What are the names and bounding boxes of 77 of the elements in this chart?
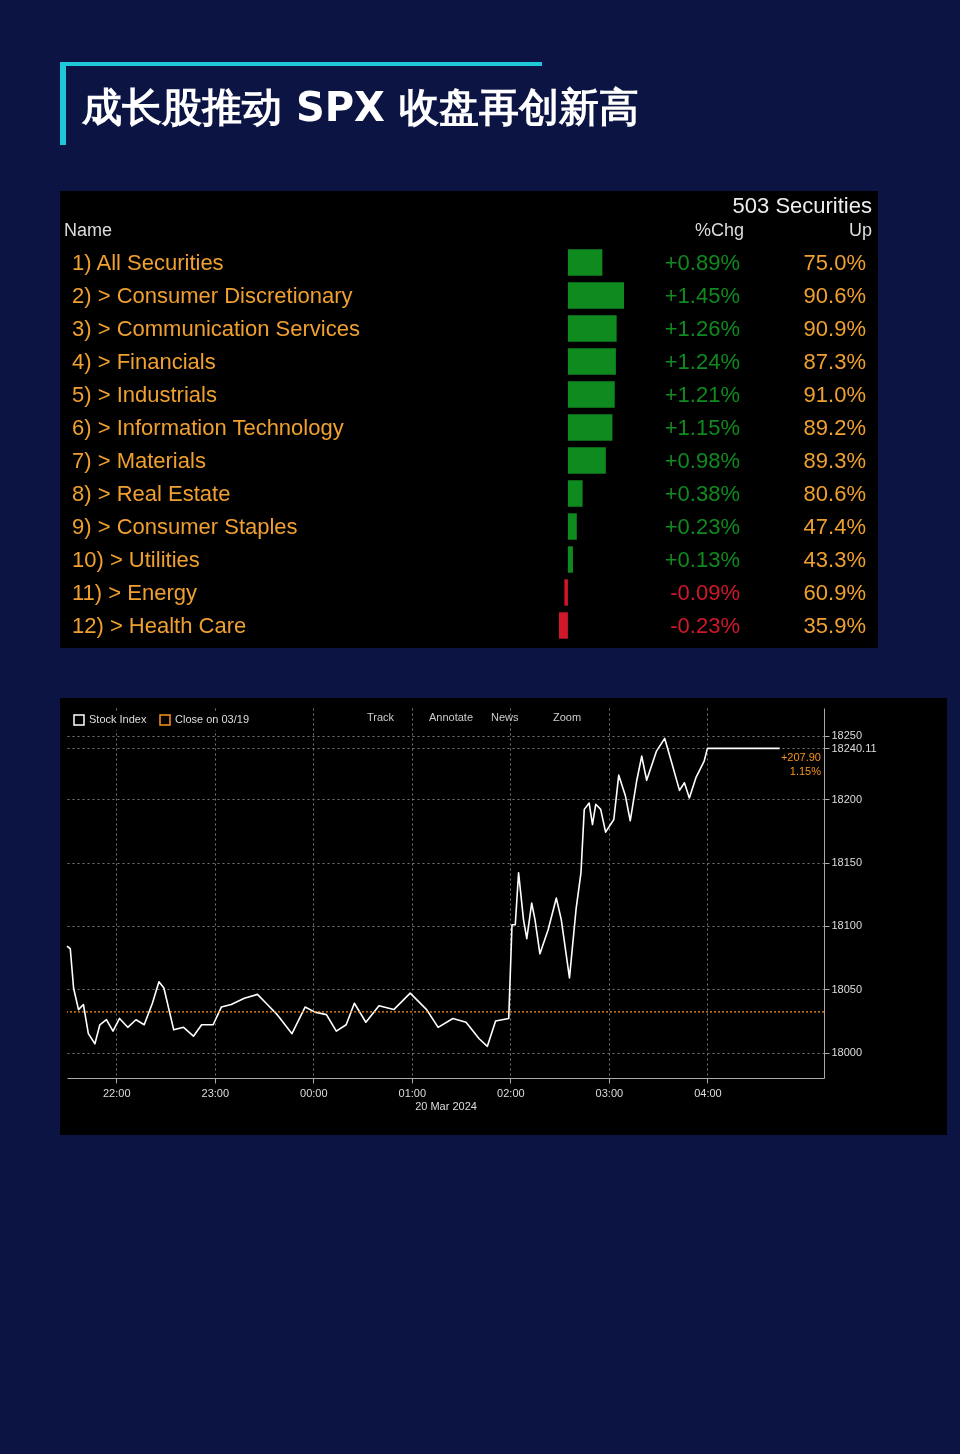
text: 89.3% <box>803 447 866 473</box>
y-tick-label: 8) > Real Estate <box>72 480 231 506</box>
bar <box>567 480 583 507</box>
y-tick-label: 5) > Industrials <box>72 381 217 407</box>
y-tick-label: 11) > Energy <box>72 579 197 605</box>
legend-label: Stock Index <box>89 713 147 725</box>
y-tick-label: 1) All Securities <box>72 249 224 275</box>
text: Name <box>64 220 113 240</box>
annotation: Track <box>367 711 395 723</box>
x-tick-label: 04:00 <box>694 1086 722 1099</box>
text: 80.6% <box>803 480 866 506</box>
text: 87.3% <box>803 348 866 374</box>
y-tick-label: 18050 <box>831 982 863 995</box>
y-tick-label: 2) > Consumer Discretionary <box>72 282 353 308</box>
text: 47.4% <box>803 513 866 539</box>
text: 35.9% <box>803 612 866 638</box>
annotation: 1.15% <box>789 765 822 778</box>
y-tick-label: 18200 <box>831 792 863 805</box>
annotation: Zoom <box>553 711 582 723</box>
y-tick-label: 4) > Financials <box>72 348 216 374</box>
y-tick-label: 7) > Materials <box>72 447 206 473</box>
x-tick-label: 00:00 <box>300 1086 328 1099</box>
annotation: +207.90 <box>780 751 821 764</box>
x-tick-label: 01:00 <box>398 1086 427 1099</box>
bar <box>559 612 568 639</box>
annotation: News <box>491 711 520 723</box>
text: 89.2% <box>803 414 866 440</box>
bar <box>567 315 617 342</box>
x-axis-title: 20 Mar 2024 <box>415 1099 477 1112</box>
line-series <box>66 737 781 1048</box>
y-tick-label: 18100 <box>831 919 863 932</box>
bar <box>567 546 573 573</box>
bar <box>567 447 606 474</box>
bar <box>564 579 568 606</box>
data-label: +1.24% <box>664 348 740 374</box>
text: 43.3% <box>803 546 866 572</box>
y-tick-label: 6) > Information Technology <box>72 414 344 440</box>
bar <box>567 249 603 276</box>
data-label: +0.89% <box>664 249 740 275</box>
text: 90.9% <box>803 315 866 341</box>
y-tick-label: 18240.11 <box>831 741 877 754</box>
chart-title: 成长股推动 SPX 收盘再创新高 <box>81 83 639 132</box>
y-tick-label: 10) > Utilities <box>72 546 200 572</box>
bar <box>567 513 577 540</box>
data-label: +1.15% <box>664 414 740 440</box>
data-label: +1.21% <box>664 381 740 407</box>
data-label: -0.09% <box>670 579 740 605</box>
data-label: +0.23% <box>664 513 740 539</box>
y-tick-label: 18150 <box>831 856 863 869</box>
text: 60.9% <box>803 579 866 605</box>
y-tick-label: 3) > Communication Services <box>72 315 360 341</box>
data-label: +1.45% <box>664 282 740 308</box>
legend-label: Close on 03/19 <box>175 713 249 725</box>
x-tick-label: 22:00 <box>103 1086 131 1099</box>
text: 503 Securities <box>732 193 872 218</box>
text: Up <box>848 220 872 240</box>
y-tick-label: 18000 <box>831 1046 863 1059</box>
bar <box>567 282 624 309</box>
text: 90.6% <box>803 282 866 308</box>
text: 75.0% <box>803 249 866 275</box>
text: 91.0% <box>803 381 866 407</box>
data-label: +1.26% <box>664 315 740 341</box>
x-tick-label: 03:00 <box>595 1086 624 1099</box>
x-tick-label: 02:00 <box>497 1086 525 1099</box>
bar <box>567 381 615 408</box>
data-label: +0.13% <box>664 546 740 572</box>
data-label: +0.38% <box>664 480 740 506</box>
x-tick-label: 23:00 <box>201 1086 230 1099</box>
y-tick-label: 18250 <box>831 729 863 742</box>
y-tick-label: 12) > Health Care <box>72 612 247 638</box>
y-tick-label: 9) > Consumer Staples <box>72 513 298 539</box>
annotation: Annotate <box>429 711 474 723</box>
data-label: -0.23% <box>670 612 740 638</box>
data-label: +0.98% <box>664 447 740 473</box>
text: %Chg <box>694 220 744 240</box>
bar <box>567 414 613 441</box>
bar <box>567 348 616 375</box>
